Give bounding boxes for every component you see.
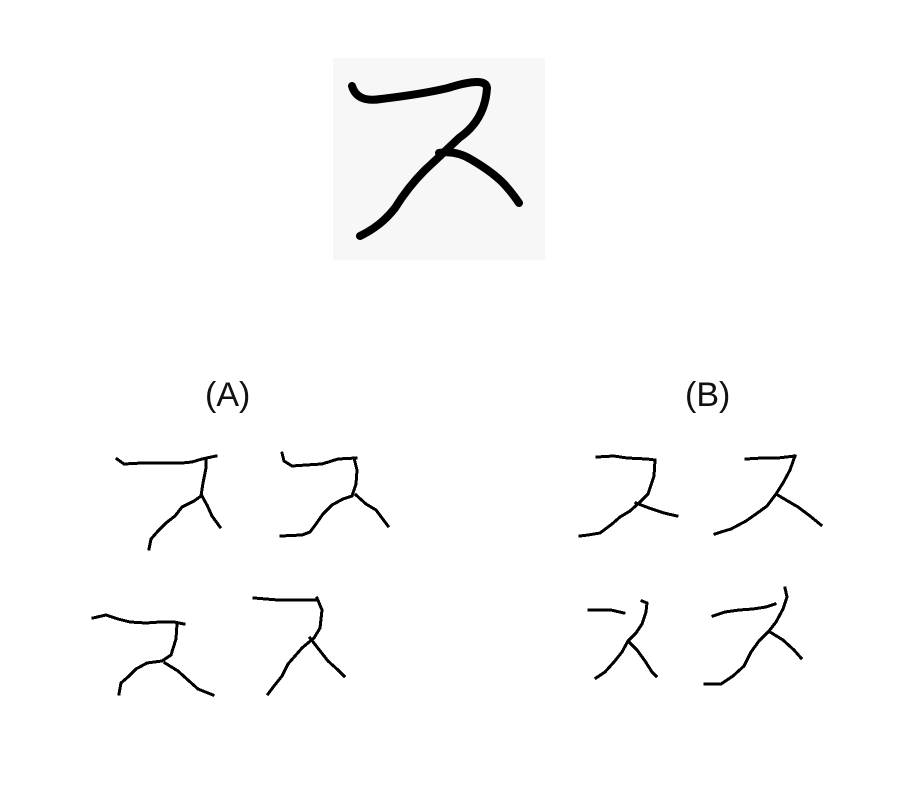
group-a-sample-3 xyxy=(91,613,215,697)
group-a-sample-4 xyxy=(252,596,347,697)
group-a-sample-2 xyxy=(279,451,391,538)
group-b-sample-3 xyxy=(587,599,659,681)
group-b-sample-2 xyxy=(713,454,824,536)
group-a-sample-1 xyxy=(114,454,223,551)
group-b-sample-4 xyxy=(703,586,804,686)
group-a-label: (A) xyxy=(205,376,251,414)
group-b-label: (B) xyxy=(685,376,731,414)
hero-glyph xyxy=(348,78,523,240)
group-b-sample-1 xyxy=(578,454,679,538)
